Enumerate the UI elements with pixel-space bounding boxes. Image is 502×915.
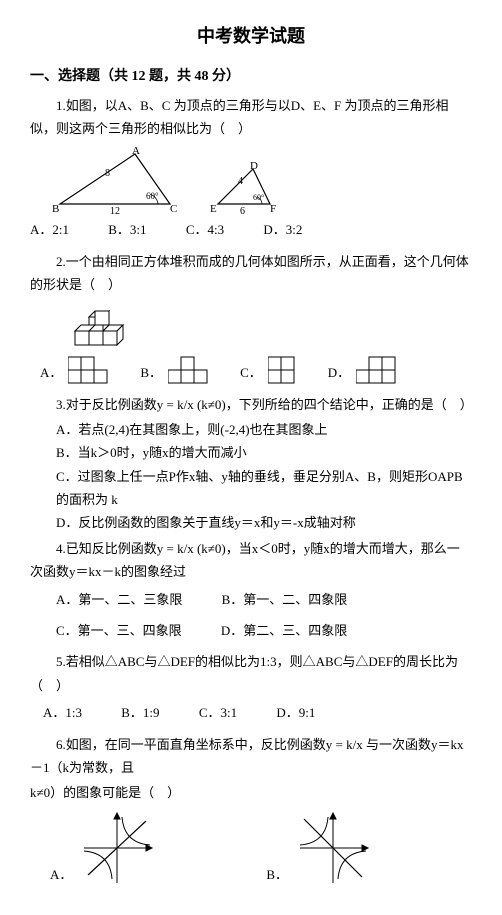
q4-d: D．第二、三、四象限 (221, 619, 347, 642)
label-c: C (170, 203, 177, 214)
q6-graph-a (78, 809, 156, 887)
q2-opt-d-fig (356, 355, 398, 385)
q3-c: C．过图象上任一点P作x轴、y轴的垂线，垂足分别A、B，则矩形OAPB的面积为 … (56, 465, 472, 512)
q3-a: A．若点(2,4)在其图象上，则(-2,4)也在其图象上 (56, 418, 472, 441)
q1-figure: A B C 8 12 60° D E F 4 6 60° (50, 144, 472, 214)
q1-opt-a: A．2:1 (30, 218, 69, 241)
q6-graph-b (294, 809, 372, 887)
label-e: E (210, 203, 217, 214)
q2-opt-c-fig (268, 355, 298, 385)
q2-opt-a-fig (68, 355, 110, 385)
q5-d: D．9:1 (276, 701, 315, 724)
q4-options-row2: C．第一、三、四象限 D．第二、三、四象限 (56, 619, 472, 642)
triangle-def: D E F 4 6 60° (210, 159, 290, 214)
q6-text1: 6.如图，在同一平面直角坐标系中，反比例函数y = k/x 与一次函数y＝kx－… (30, 733, 472, 780)
q2-opt-b-label: B． (140, 361, 162, 384)
q2-opt-d-label: D． (328, 361, 350, 384)
q5-a: A．1:3 (43, 701, 82, 724)
label-d: D (250, 160, 258, 172)
q5-options: A．1:3 B．1:9 C．3:1 D．9:1 (43, 701, 472, 724)
q2-3dfig (70, 299, 472, 351)
q1-opt-c: C．4:3 (186, 218, 224, 241)
q6-b-label: B． (266, 863, 288, 886)
q6-text2: k≠0）的图象可能是（ ） (30, 781, 472, 804)
q2-text: 2.一个由相同正方体堆积而成的几何体如图所示，从正面看，这个几何体的形状是（ ） (30, 250, 472, 297)
q4-c: C．第一、三、四象限 (56, 619, 182, 642)
q3-text: 3.对于反比例函数y = k/x (k≠0)，下列所给的四个结论中，正确的是（ … (30, 393, 472, 416)
q1-options: A．2:1 B．3:1 C．4:3 D．3:2 (30, 218, 472, 241)
label-a: A (132, 145, 140, 157)
side-6: 6 (240, 206, 245, 214)
q5-b: B．1:9 (121, 701, 159, 724)
q2-opt-b-fig (168, 355, 210, 385)
q4-a: A．第一、二、三象限 (56, 588, 182, 611)
section-heading: 一、选择题（共 12 题，共 48 分） (30, 64, 472, 89)
q1-opt-d: D．3:2 (263, 218, 302, 241)
q5-text: 5.若相似△ABC与△DEF的相似比为1:3，则△ABC与△DEF的周长比为（ … (30, 650, 472, 697)
q2-opt-a-label: A． (40, 361, 62, 384)
triangle-abc: A B C 8 12 60° (50, 144, 190, 214)
q4-b: B．第一、二、四象限 (222, 588, 348, 611)
label-f: F (270, 203, 276, 214)
q4-text: 4.已知反比例函数y = k/x (k≠0)，当x＜0时，y随x的增大而增大，那… (30, 537, 472, 584)
q3-d: D．反比例函数的图象关于直线y＝x和y＝-x成轴对称 (56, 511, 472, 534)
side-12: 12 (110, 206, 120, 214)
q1-opt-b: B．3:1 (108, 218, 146, 241)
q3-b: B．当k＞0时，y随x的增大而减小 (56, 441, 472, 464)
q1-text: 1.如图，以A、B、C 为顶点的三角形与以D、E、F 为顶点的三角形相似，则这两… (30, 94, 472, 141)
q6-options: A． B． (50, 809, 472, 887)
q4-options-row1: A．第一、二、三象限 B．第一、二、四象限 (56, 588, 472, 611)
label-b: B (52, 203, 59, 214)
side-8: 8 (105, 168, 110, 179)
q2-options: A． B． C． D． (40, 355, 472, 385)
q2-opt-c-label: C． (240, 361, 262, 384)
q6-a-label: A． (50, 863, 72, 886)
q5-c: C．3:1 (199, 701, 237, 724)
side-4: 4 (238, 176, 243, 187)
page-title: 中考数学试题 (30, 20, 472, 52)
